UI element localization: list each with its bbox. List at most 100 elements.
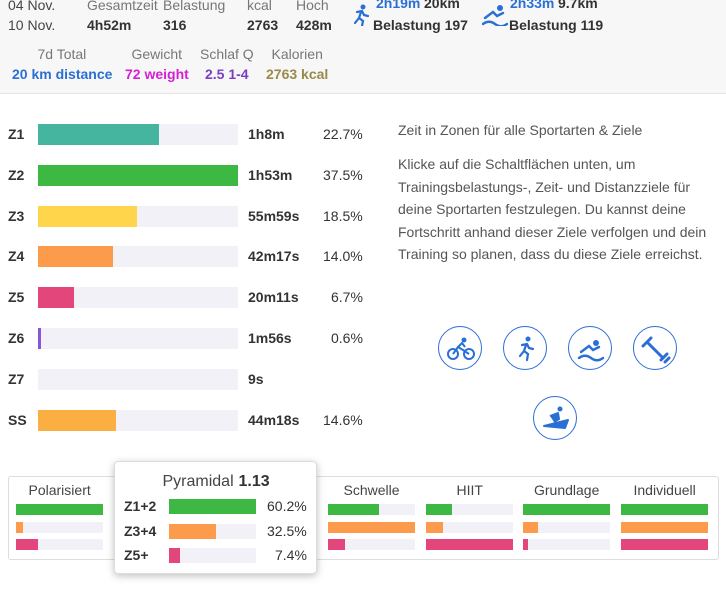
zone-percent: 22.7% — [323, 126, 363, 142]
preset-bar — [523, 504, 610, 515]
zone-label: Z2 — [8, 166, 25, 183]
popup-value: 32.5% — [267, 522, 307, 539]
preset-bar — [523, 521, 539, 533]
popup-label: Z3+4 — [124, 522, 157, 539]
sport-load: Belastung 197 — [373, 17, 468, 33]
summary-label: Belastung — [163, 0, 226, 13]
total-label: Gewicht — [131, 46, 183, 62]
preset-bar — [426, 539, 513, 550]
bike-button[interactable] — [438, 326, 482, 370]
zone-percent: 0.6% — [331, 330, 363, 346]
preset-bar — [16, 504, 103, 515]
info-text: Klicke auf die Schaltflächen unten, um T… — [398, 156, 707, 262]
sport-time: 2h33m — [510, 0, 555, 11]
weights-button[interactable] — [633, 326, 677, 370]
popup-bar — [169, 548, 180, 563]
popup-value: 7.4% — [275, 547, 307, 563]
preset-bar — [328, 521, 415, 533]
preset-bar — [16, 539, 39, 550]
total-value: 2763 kcal — [266, 66, 329, 82]
zone-track — [38, 328, 238, 349]
preset-bar — [16, 521, 23, 533]
date: 04 Nov. — [8, 0, 56, 13]
popup-name: Pyramidal — [162, 473, 234, 490]
zone-label: Z6 — [8, 330, 25, 346]
preset-track — [16, 539, 103, 550]
zone-time: 20m11s — [248, 289, 299, 306]
summary-value: 428m — [296, 17, 332, 33]
preset-bar — [426, 504, 452, 515]
summary-label: kcal — [247, 0, 272, 13]
zone-percent: 14.6% — [323, 411, 363, 428]
zone-time: 44m18s — [248, 411, 300, 428]
preset-bar — [328, 504, 380, 515]
zone-track — [38, 368, 238, 390]
preset-bar — [426, 521, 443, 533]
preset-name: HIIT — [456, 482, 483, 498]
summary-label: Hoch — [296, 0, 329, 13]
preset-track — [328, 539, 415, 550]
icon — [577, 340, 605, 362]
zone-label: Z1 — [8, 126, 25, 142]
run-button[interactable] — [503, 326, 547, 370]
summary-value: 2763 — [247, 17, 279, 33]
zone-bar — [38, 205, 137, 227]
preset-bar — [621, 539, 708, 550]
summary-panel — [0, 0, 726, 94]
preset-name: Schwelle — [343, 482, 400, 498]
popup-track — [169, 548, 256, 563]
zone-percent: 37.5% — [323, 166, 363, 183]
preset-name: Individuell — [633, 482, 696, 498]
preset-name: Grundlage — [534, 482, 600, 498]
date: 10 Nov. — [8, 17, 56, 33]
total-label: Schlaf Q — [200, 46, 254, 62]
sport-distance: 9.7km — [558, 0, 598, 11]
icon — [447, 337, 475, 360]
sport-load: Belastung 119 — [509, 17, 604, 33]
zone-label: Z3 — [8, 207, 25, 224]
zone-percent: 14.0% — [323, 248, 363, 265]
popup-label: Z1+2 — [124, 498, 157, 514]
zone-percent: 6.7% — [331, 289, 363, 306]
zone-track — [38, 287, 238, 309]
total-label: 7d Total — [37, 46, 87, 62]
icon — [641, 336, 671, 364]
total-value: 20 km distance — [12, 66, 113, 82]
preset-bar — [621, 521, 708, 533]
popup-score: 1.13 — [238, 473, 270, 490]
zone-label: Z4 — [8, 248, 25, 265]
sport-time: 2h19m — [376, 0, 421, 11]
swim-button[interactable] — [568, 326, 612, 370]
info-title: Zeit in Zonen für alle Sportarten & Ziel… — [398, 122, 643, 138]
zone-bar — [38, 164, 238, 186]
zone-bar — [38, 246, 113, 268]
zone-time: 42m17s — [248, 248, 300, 265]
preset-track — [16, 521, 103, 533]
summary-value: 4h52m — [87, 17, 132, 33]
preset-track — [426, 521, 513, 533]
icon — [543, 406, 569, 429]
zone-bar — [38, 287, 74, 309]
zone-percent: 18.5% — [323, 207, 363, 224]
zone-label: Z5 — [8, 289, 25, 306]
popup-label: Z5+ — [124, 547, 149, 563]
preset-bar — [328, 539, 346, 550]
preset-name: Polarisiert — [28, 482, 91, 498]
sport-distance: 20km — [424, 0, 460, 11]
total-value: 2.5 1-4 — [205, 66, 249, 82]
preset-track — [523, 521, 610, 533]
other-button[interactable] — [533, 396, 577, 440]
summary-value: 316 — [163, 17, 187, 33]
preset-track — [426, 504, 513, 515]
preset-track — [523, 539, 610, 550]
popup-value: 60.2% — [267, 498, 307, 514]
zone-time: 55m59s — [248, 207, 300, 224]
zone-time: 9s — [248, 370, 264, 387]
zone-time: 1h8m — [248, 126, 285, 142]
total-label: Kalorien — [271, 46, 323, 62]
zone-bar — [38, 328, 42, 349]
icon — [518, 336, 535, 362]
total-value: 72 weight — [125, 66, 189, 82]
zone-bar — [38, 409, 116, 431]
